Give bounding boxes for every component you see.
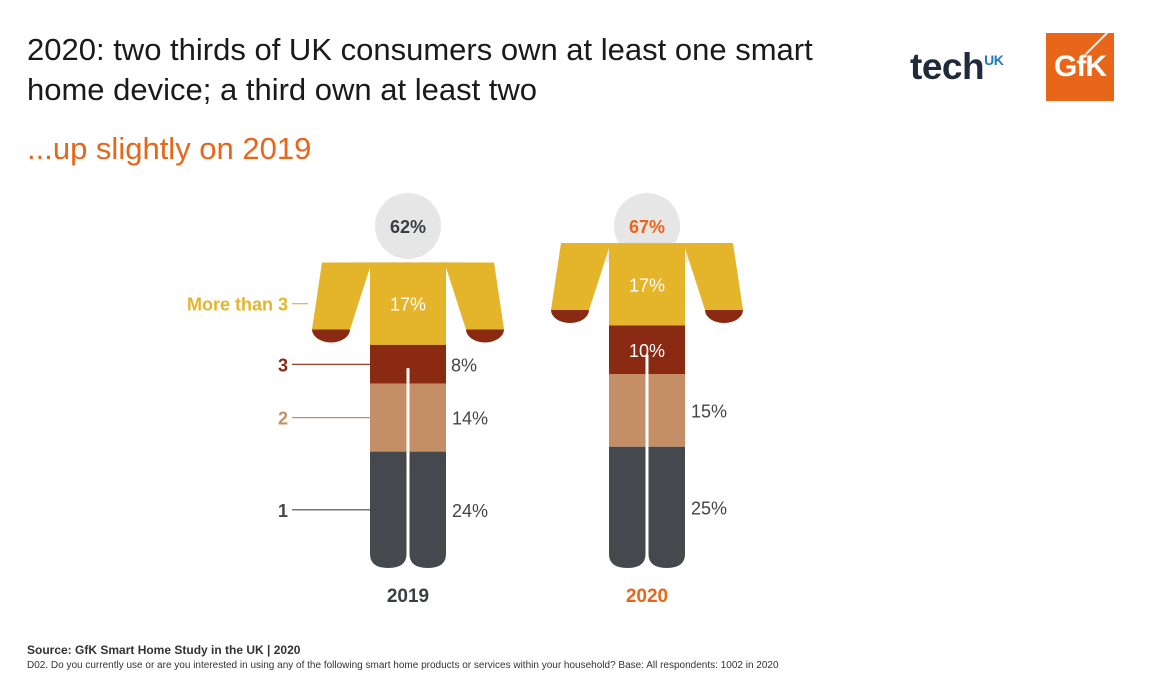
figure-arm-left — [551, 243, 609, 311]
segment-1-leg — [648, 446, 685, 568]
figure-2019: 62% 17% 8% 14% 24% 2019 — [312, 193, 504, 607]
year-label: 2020 — [626, 586, 668, 607]
legend-item-more-than-3: More than 3 — [187, 295, 308, 315]
chart-title: 2020: two thirds of UK consumers own at … — [27, 32, 813, 107]
chart-subtitle: ...up slightly on 2019 — [27, 131, 312, 166]
legend-label: 1 — [278, 501, 288, 521]
segment-1-leg — [370, 451, 407, 568]
techuk-logo-text: tech — [910, 46, 985, 87]
segment-2-leg — [648, 374, 685, 447]
gfk-logo: GfK — [1046, 33, 1114, 101]
segment-2-leg — [609, 374, 646, 447]
legend-label: 3 — [278, 355, 288, 375]
legend-item-1: 1 — [278, 501, 370, 521]
figure-hand-right — [466, 329, 504, 343]
data-label-2: 14% — [452, 409, 488, 429]
data-label-1: 25% — [691, 498, 727, 518]
data-label-more-than-3: 17% — [390, 295, 426, 315]
segment-2-leg — [370, 383, 407, 452]
total-label: 67% — [629, 217, 665, 237]
data-label-3: 10% — [629, 341, 665, 361]
figure-arm-right — [446, 262, 504, 330]
leg-split — [406, 368, 410, 384]
segment-more-than-3 — [370, 262, 446, 345]
figure-arm-right — [685, 243, 743, 311]
figure-head — [375, 193, 441, 259]
techuk-logo: techUK — [910, 46, 1004, 88]
figure-hand-right — [705, 310, 743, 324]
source-text: Source: GfK Smart Home Study in the UK |… — [27, 643, 301, 657]
total-label: 62% — [390, 217, 426, 237]
segment-1-leg — [409, 451, 446, 568]
legend-item-3: 3 — [278, 355, 370, 375]
figure-head — [614, 193, 680, 259]
legend-item-2: 2 — [278, 409, 370, 429]
data-label-3: 8% — [451, 355, 477, 375]
techuk-logo-sup: UK — [984, 52, 1004, 68]
legend-label: 2 — [278, 409, 288, 429]
data-label-1: 24% — [452, 501, 488, 521]
figure-arm-left — [312, 262, 370, 330]
figure-hand-left — [312, 329, 350, 343]
segment-1-leg — [609, 446, 646, 568]
segment-2-leg — [409, 383, 446, 452]
segment-more-than-3 — [609, 243, 685, 326]
figure-hand-left — [551, 310, 589, 324]
legend-label: More than 3 — [187, 295, 288, 315]
leg-split — [645, 354, 649, 374]
figure-2020: 67% 17% 10% 15% 25% 2020 — [551, 193, 743, 607]
year-label: 2019 — [387, 586, 429, 607]
data-label-2: 15% — [691, 401, 727, 421]
question-note: D02. Do you currently use or are you int… — [27, 660, 779, 671]
data-label-more-than-3: 17% — [629, 275, 665, 295]
